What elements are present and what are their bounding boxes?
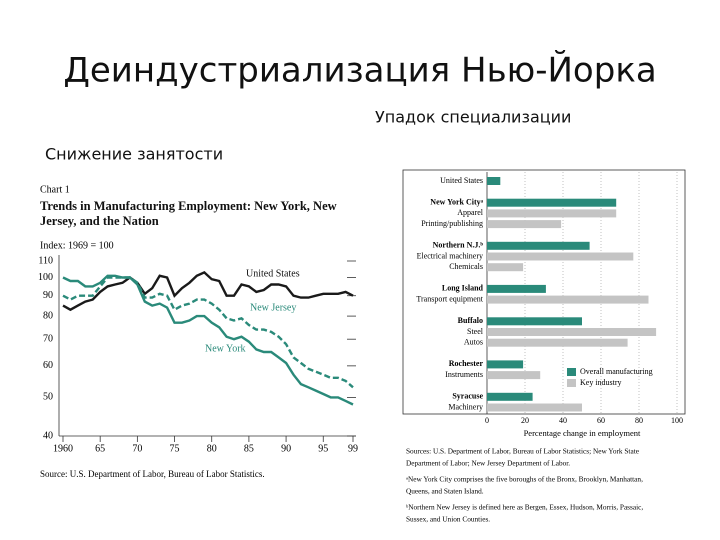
- bar: [487, 220, 562, 229]
- category-label: Buffalo: [458, 316, 483, 325]
- note: Sussex, and Union Counties.: [406, 515, 490, 524]
- x-tick-label: 65: [95, 443, 105, 454]
- y-tick-label: 110: [38, 255, 53, 266]
- category-label: Chemicals: [449, 262, 483, 271]
- x-tick-label: 75: [170, 443, 180, 454]
- chart-title: Trends in Manufacturing Employment: New …: [40, 199, 337, 228]
- x-tick-label: 85: [244, 443, 254, 454]
- y-tick-label: 40: [43, 430, 53, 441]
- note: Queens, and Staten Island.: [406, 487, 484, 496]
- bar: [487, 209, 617, 218]
- x-tick-label: 90: [281, 443, 291, 454]
- bar: [487, 371, 541, 380]
- x-tick-label: 60: [597, 416, 605, 425]
- series-line: [62, 270, 354, 312]
- series-label: United States: [246, 268, 300, 279]
- category-label: Autos: [464, 338, 483, 347]
- bar: [487, 263, 524, 272]
- left-heading: Снижение занятости: [45, 145, 223, 164]
- legend-label: Overall manufacturing: [580, 367, 653, 376]
- bar: [487, 177, 501, 185]
- legend-swatch: [567, 379, 576, 387]
- bar: [487, 338, 628, 347]
- bar: [487, 295, 649, 304]
- x-tick-label: 40: [559, 416, 567, 425]
- note: Department of Labor; New Jersey Departme…: [406, 459, 570, 468]
- category-label: Electrical machinery: [417, 251, 483, 260]
- note: Sources: U.S. Department of Labor, Burea…: [406, 447, 639, 456]
- note: ᵃNew York City comprises the five boroug…: [406, 475, 643, 484]
- y-tick-label: 80: [43, 310, 53, 321]
- series-line: [62, 276, 354, 389]
- slide-title: Деиндустриализация Нью-Йорка: [63, 50, 656, 91]
- x-tick-label: 1960: [53, 443, 73, 454]
- category-label: Syracuse: [452, 392, 483, 401]
- x-tick-label: 0: [485, 416, 489, 425]
- plot-frame: [402, 169, 686, 415]
- right-heading: Упадок специализации: [375, 108, 571, 127]
- bar: [487, 360, 524, 369]
- note: ᵇNorthern New Jersey is defined here as …: [406, 503, 643, 512]
- category-label: Instruments: [445, 370, 483, 379]
- source: Source: U.S. Department of Labor, Bureau…: [40, 469, 265, 479]
- bar: [487, 392, 533, 401]
- x-tick-label: 80: [207, 443, 217, 454]
- y-tick-label: 70: [43, 333, 53, 344]
- category-label: Long Island: [442, 284, 484, 293]
- legend-swatch: [567, 368, 576, 376]
- series-label: New Jersey: [250, 302, 296, 313]
- bar: [487, 328, 657, 336]
- bar: [487, 317, 582, 326]
- bar: [487, 403, 582, 412]
- chart-label: Chart 1: [40, 184, 70, 195]
- y-tick-label: 100: [38, 272, 53, 283]
- series-line: [62, 274, 354, 406]
- category-label: Apparel: [457, 208, 484, 217]
- x-axis-label: Percentage change in employment: [524, 428, 641, 438]
- bar: [487, 241, 590, 250]
- category-label: United States: [440, 176, 483, 185]
- legend-label: Key industry: [580, 378, 622, 387]
- bar: [487, 252, 634, 261]
- x-tick-label: 100: [671, 416, 683, 425]
- bar: [487, 284, 546, 293]
- series-label: New York: [205, 343, 246, 354]
- x-tick-label: 70: [132, 443, 142, 454]
- x-tick-label: 99: [348, 443, 358, 454]
- category-label: New York Cityᵃ: [430, 198, 483, 207]
- category-label: Steel: [467, 327, 484, 336]
- bar: [487, 198, 617, 207]
- x-tick-label: 95: [318, 443, 328, 454]
- y-tick-label: 90: [43, 290, 53, 301]
- category-label: Printing/publishing: [421, 219, 483, 228]
- category-label: Transport equipment: [416, 294, 483, 303]
- y-tick-label: 60: [43, 360, 53, 371]
- category-label: Rochester: [449, 359, 484, 368]
- category-label: Machinery: [448, 402, 483, 411]
- y-tick-label: 50: [43, 392, 53, 403]
- x-tick-label: 20: [521, 416, 529, 425]
- y-axis-label: Index: 1969 = 100: [40, 240, 114, 251]
- x-tick-label: 80: [635, 416, 643, 425]
- category-label: Northern N.J.ᵇ: [433, 241, 484, 250]
